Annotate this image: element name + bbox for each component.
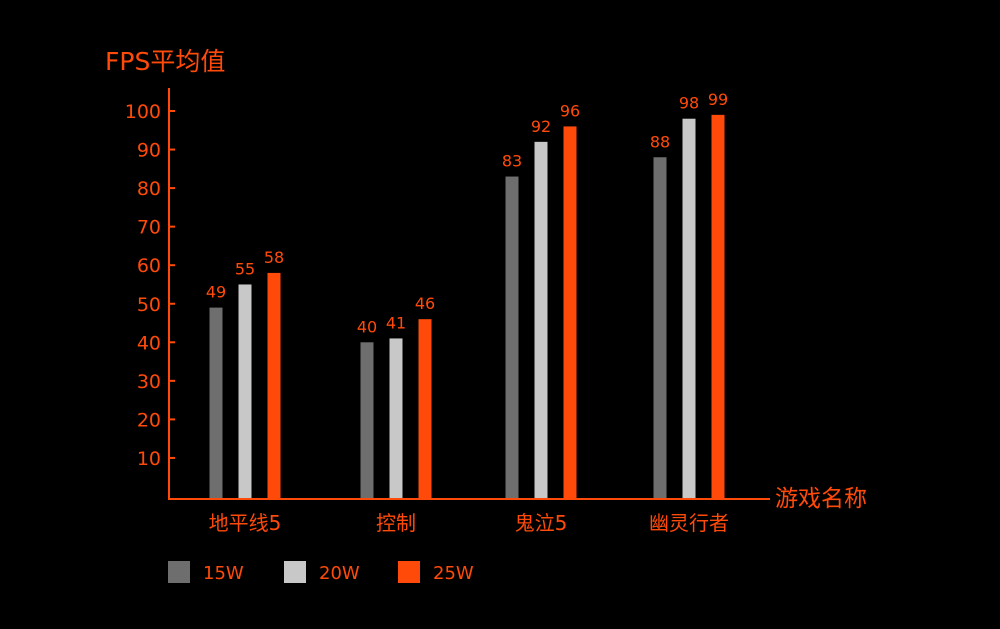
y-tick-label: 80 — [137, 178, 161, 200]
data-labels: 49 55 58 40 41 46 83 92 96 88 98 99 — [206, 90, 728, 336]
bar — [653, 157, 667, 498]
data-label: 88 — [650, 132, 670, 151]
data-label: 98 — [679, 94, 699, 113]
y-axis-title: FPS平均值 — [105, 47, 225, 76]
data-label: 55 — [235, 259, 255, 278]
x-category-label: 鬼泣5 — [515, 511, 568, 535]
axes: FPS平均值 游戏名称 — [105, 47, 867, 512]
data-label: 58 — [264, 248, 284, 267]
bar — [563, 126, 577, 499]
y-tick-label: 30 — [137, 371, 161, 393]
y-tick-label: 60 — [137, 255, 161, 277]
x-category-label: 幽灵行者 — [649, 511, 729, 535]
data-label: 92 — [531, 117, 551, 136]
legend-label: 15W — [203, 563, 244, 584]
y-tick-label: 20 — [137, 409, 161, 431]
legend-item: 25W — [398, 561, 474, 584]
bar — [267, 272, 281, 498]
bar — [682, 118, 696, 499]
legend-item: 20W — [284, 561, 360, 584]
y-tick-label: 40 — [137, 332, 161, 354]
y-tick-label: 100 — [125, 101, 161, 123]
legend-swatch — [398, 561, 420, 583]
data-label: 96 — [560, 101, 580, 120]
legend-label: 20W — [319, 563, 360, 584]
bar — [389, 338, 403, 498]
x-category-label: 控制 — [376, 511, 416, 535]
legend-label: 25W — [433, 563, 474, 584]
bar — [505, 176, 519, 498]
bar — [534, 141, 548, 498]
legend-swatch — [168, 561, 190, 583]
bars — [209, 114, 725, 499]
data-label: 40 — [357, 317, 377, 336]
data-label: 46 — [415, 294, 435, 313]
legend: 15W 20W 25W — [168, 561, 474, 584]
x-axis-title: 游戏名称 — [775, 486, 867, 512]
legend-swatch — [284, 561, 306, 583]
bar — [711, 114, 725, 498]
legend-item: 15W — [168, 561, 244, 584]
y-ticks: 10 20 30 40 50 60 70 80 90 100 — [125, 101, 175, 470]
y-tick-label: 50 — [137, 294, 161, 316]
y-tick-label: 70 — [137, 217, 161, 239]
y-tick-label: 90 — [137, 140, 161, 162]
data-label: 41 — [386, 313, 406, 332]
bar — [238, 284, 252, 498]
x-category-labels: 地平线5 控制 鬼泣5 幽灵行者 — [209, 511, 729, 535]
data-label: 99 — [708, 90, 728, 109]
data-label: 49 — [206, 283, 226, 302]
y-tick-label: 10 — [137, 448, 161, 470]
data-label: 83 — [502, 152, 522, 171]
bar — [360, 342, 374, 498]
bar — [209, 307, 223, 498]
x-category-label: 地平线5 — [209, 511, 282, 535]
bar — [418, 319, 432, 498]
